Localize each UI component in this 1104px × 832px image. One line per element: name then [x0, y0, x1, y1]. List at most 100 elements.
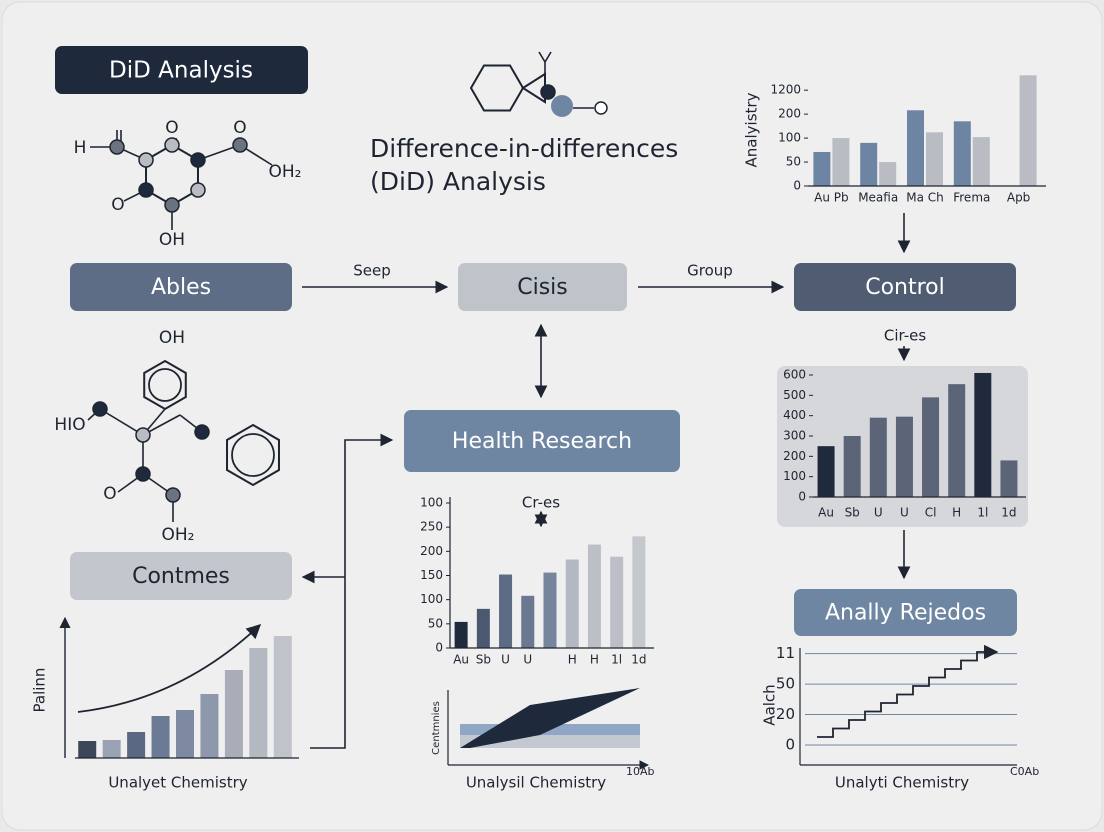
x-tick-label: Cl — [925, 506, 937, 520]
node-box — [70, 552, 292, 600]
x-tick-label: U — [874, 506, 883, 520]
x-tick-label: H — [568, 653, 577, 667]
atom — [551, 95, 573, 117]
atom — [135, 466, 151, 482]
y-axis-label: Aalch — [761, 684, 779, 725]
bar — [249, 648, 268, 758]
node-box — [404, 410, 680, 472]
x-tick-label: 1d — [631, 653, 646, 667]
x-tick-label: U — [900, 506, 909, 520]
bar — [817, 446, 835, 497]
bar — [632, 536, 646, 648]
x-axis-label: Unalysil Chemistry — [466, 774, 606, 792]
title: DiD Analysis — [109, 58, 253, 84]
atom — [109, 139, 125, 155]
x-tick-label: Au — [818, 506, 834, 520]
y-tick-label: 1200 — [770, 83, 801, 97]
atom — [138, 152, 154, 168]
x-tick-label: Meafia — [858, 191, 898, 205]
y-tick-label: 20 — [776, 705, 795, 723]
bar — [1000, 460, 1018, 497]
atom — [232, 137, 248, 153]
x-tick-label: H — [590, 653, 599, 667]
x-tick-label: Sb — [845, 506, 860, 520]
atom-label: OH — [159, 230, 185, 250]
y-tick-label: 300 — [783, 429, 806, 443]
edge-label: Group — [687, 262, 733, 280]
x-tick-label: U — [523, 653, 532, 667]
y-tick-label: 100 — [420, 496, 443, 510]
node-box — [70, 263, 292, 311]
node-box — [794, 589, 1017, 636]
y-axis-label: Palinn — [31, 668, 49, 713]
node-label: Cisis — [517, 275, 568, 300]
edge-label: Cir-es — [884, 327, 926, 345]
atom — [165, 487, 181, 503]
bar — [78, 741, 97, 758]
heading-line: (DiD) Analysis — [370, 167, 546, 196]
y-tick-label: 0 — [798, 490, 806, 504]
atom — [164, 197, 180, 213]
atom-label: OH₂ — [162, 525, 195, 545]
step-line — [817, 644, 999, 738]
y-tick-label: 200 — [783, 449, 806, 463]
y-tick-label: 100 — [783, 469, 806, 483]
bar — [972, 137, 990, 186]
bar — [879, 162, 897, 186]
x-tick-label: 1l — [977, 506, 988, 520]
atom — [164, 137, 180, 153]
atom — [138, 182, 154, 198]
y-tick-label: 500 — [783, 388, 806, 402]
atom — [190, 152, 206, 168]
bar — [521, 595, 535, 648]
bar — [176, 710, 194, 758]
x-axis-label: Unalyti Chemistry — [835, 774, 969, 792]
x-tick-label: H — [952, 506, 961, 520]
bar — [907, 110, 924, 186]
x-axis-label: Unalyet Chemistry — [108, 774, 247, 792]
bar — [224, 670, 243, 758]
trend-arrow — [77, 624, 262, 713]
atom — [540, 84, 556, 100]
bar — [151, 716, 170, 758]
x-tick-label: U — [501, 653, 510, 667]
connector — [544, 51, 552, 63]
bar — [610, 556, 624, 648]
area-shape — [460, 688, 640, 748]
bar — [860, 142, 878, 186]
ring-inner — [231, 433, 275, 477]
bar — [869, 417, 887, 497]
edge-label: Seep — [353, 262, 391, 280]
bar — [200, 694, 219, 758]
y-tick-label: 100 — [420, 592, 443, 606]
y-tick-label: 11 — [776, 644, 795, 662]
y-axis-label: Centmnies — [431, 701, 442, 755]
x-tick-label: Frema — [953, 191, 990, 205]
connector — [99, 408, 144, 436]
node-label: Contmes — [132, 564, 230, 589]
ring — [469, 64, 525, 112]
bar — [273, 636, 292, 758]
x-tick-label: Au Pb — [814, 191, 848, 205]
atom-label: O — [233, 118, 246, 138]
atom-label: O — [111, 195, 124, 215]
y-tick-label: 0 — [435, 641, 443, 655]
atom-label: O — [103, 484, 116, 504]
atom-label: OH₂ — [269, 162, 302, 182]
x-tick-label: Sb — [476, 653, 491, 667]
y-tick-label: 150 — [420, 568, 443, 582]
atom-label: OH — [159, 328, 185, 348]
x-tick-label: 1l — [611, 653, 622, 667]
x-tick-label: Apb — [1007, 191, 1030, 205]
y-axis-label: Analyistry — [743, 92, 761, 167]
bar — [922, 397, 940, 497]
y-tick-label: 200 — [420, 544, 443, 558]
bar — [974, 372, 992, 497]
bar — [127, 732, 146, 758]
node-box — [794, 263, 1016, 311]
atom-label: O — [165, 118, 178, 138]
bar — [543, 572, 557, 648]
bar — [499, 574, 513, 648]
bar — [843, 436, 861, 497]
